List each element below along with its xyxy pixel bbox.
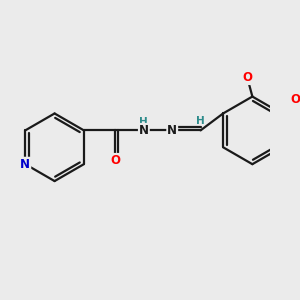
Text: O: O bbox=[290, 93, 300, 106]
Text: O: O bbox=[110, 154, 121, 167]
Text: N: N bbox=[20, 158, 30, 171]
Text: N: N bbox=[167, 124, 177, 137]
Text: O: O bbox=[242, 71, 252, 84]
Text: H: H bbox=[196, 116, 205, 126]
Text: N: N bbox=[139, 124, 149, 137]
Text: H: H bbox=[140, 117, 148, 127]
